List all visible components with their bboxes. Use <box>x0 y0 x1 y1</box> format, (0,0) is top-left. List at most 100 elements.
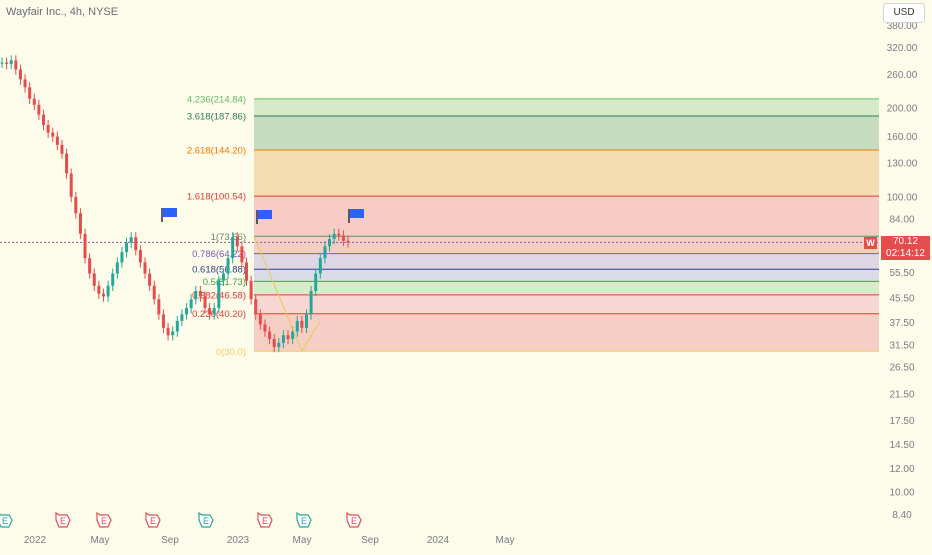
candle-body <box>18 69 22 80</box>
earnings-badge <box>96 511 112 528</box>
earnings-letter: E <box>101 516 107 526</box>
x-axis: 2022 May Sep 2023 May Sep 2024 May <box>24 535 515 546</box>
fib-zone <box>254 253 879 270</box>
x-tick-label: 2023 <box>227 535 250 546</box>
candle-body <box>221 273 225 281</box>
currency-button[interactable]: USD <box>883 3 925 23</box>
candle-body <box>115 262 119 274</box>
y-tick-label: 17.50 <box>889 416 914 427</box>
y-tick-label: 26.50 <box>889 363 914 374</box>
candle-body <box>263 324 267 332</box>
candle-body <box>185 308 189 315</box>
x-tick-label: Sep <box>161 535 179 546</box>
candle-body <box>5 62 9 64</box>
candle-body <box>152 285 156 300</box>
fib-trend-line <box>253 236 321 353</box>
fib-zone <box>254 196 879 237</box>
candle-body <box>74 196 78 214</box>
y-tick-label: 8.40 <box>892 510 912 521</box>
earnings-badge <box>55 511 71 528</box>
candle-body <box>101 293 105 297</box>
candle-body <box>217 280 221 309</box>
fib-zone <box>254 149 879 197</box>
earnings-badge <box>296 511 312 528</box>
candle-body <box>212 308 216 315</box>
earnings-badge <box>257 511 273 528</box>
candle-body <box>138 250 142 263</box>
y-tick-label: 380.00 <box>887 21 918 32</box>
candle-body <box>37 104 41 115</box>
candle-body <box>69 173 73 197</box>
fib-label: 2.618(144.20) <box>187 145 246 156</box>
flag-icon <box>163 208 177 217</box>
candle-body <box>235 237 239 247</box>
earnings-marker: E <box>296 511 312 528</box>
x-tick-label: May <box>293 535 312 546</box>
fib-zone <box>254 116 879 150</box>
earnings-badge <box>346 511 362 528</box>
earnings-badge <box>0 513 13 528</box>
fib-label: 1.618(100.54) <box>187 192 246 203</box>
candle-body <box>32 98 36 105</box>
y-tick-label: 100.00 <box>887 192 918 203</box>
candle-body <box>65 153 69 174</box>
y-tick-label: 21.50 <box>889 389 914 400</box>
earnings-letter: E <box>150 516 156 526</box>
fib-label: 1(73.56) <box>211 232 246 243</box>
x-tick-label: 2024 <box>427 535 450 546</box>
last-price-label: 70.12 02:14:12 <box>881 236 930 260</box>
countdown: 02:14:12 <box>886 248 925 259</box>
candle-body <box>231 237 235 259</box>
candle-body <box>254 299 258 315</box>
flag-icon <box>258 210 272 219</box>
earnings-marker: E <box>346 511 362 528</box>
x-tick-label: May <box>496 535 515 546</box>
flag-icon <box>350 209 364 218</box>
fib-zone <box>254 236 879 254</box>
candle-body <box>258 314 262 325</box>
candle-body <box>249 280 253 300</box>
earnings-marker: E <box>55 511 71 528</box>
candle-body <box>83 233 87 259</box>
last-price-value: 70.12 <box>892 236 919 247</box>
candle-body <box>341 235 345 241</box>
symbol-badge: W <box>864 237 877 249</box>
earnings-badge <box>198 511 214 528</box>
candle-body <box>346 240 350 243</box>
earnings-letter: E <box>2 516 8 526</box>
candle-body <box>111 273 115 286</box>
fib-label: 0.786(64.22) <box>192 249 246 260</box>
candle-body <box>97 285 101 294</box>
fib-label: 0.236(40.20) <box>192 309 246 320</box>
fib-label: 4.236(214.84) <box>187 94 246 105</box>
candle-body <box>208 308 212 315</box>
y-tick-label: 31.50 <box>889 341 914 352</box>
candle-body <box>268 331 272 340</box>
y-tick-label: 55.50 <box>889 268 914 279</box>
candle-body <box>143 262 147 274</box>
candle-body <box>51 132 55 137</box>
candle-body <box>9 60 13 64</box>
fib-label: 3.618(187.86) <box>187 112 246 123</box>
y-axis: 380.00 320.00 260.00 200.00 160.00 130.00 100.… <box>887 21 918 521</box>
candle-body <box>198 290 202 297</box>
x-tick-label: May <box>91 535 110 546</box>
fib-zone <box>254 294 879 314</box>
candle-body <box>189 299 193 309</box>
y-tick-label: 84.00 <box>889 215 914 226</box>
candle-body <box>88 258 92 274</box>
candle-body <box>245 262 249 281</box>
candle-body <box>78 213 82 234</box>
earnings-marker: E <box>198 511 214 528</box>
candle-body <box>28 87 32 99</box>
x-tick-label: 2022 <box>24 535 47 546</box>
earnings-letter: E <box>351 516 357 526</box>
fib-zone <box>254 269 879 282</box>
y-tick-label: 200.00 <box>887 104 918 115</box>
candle-body <box>295 320 299 332</box>
fib-zones <box>254 98 879 352</box>
candle-body <box>226 258 230 274</box>
earnings-letter: E <box>60 516 66 526</box>
fib-zone <box>254 98 879 117</box>
